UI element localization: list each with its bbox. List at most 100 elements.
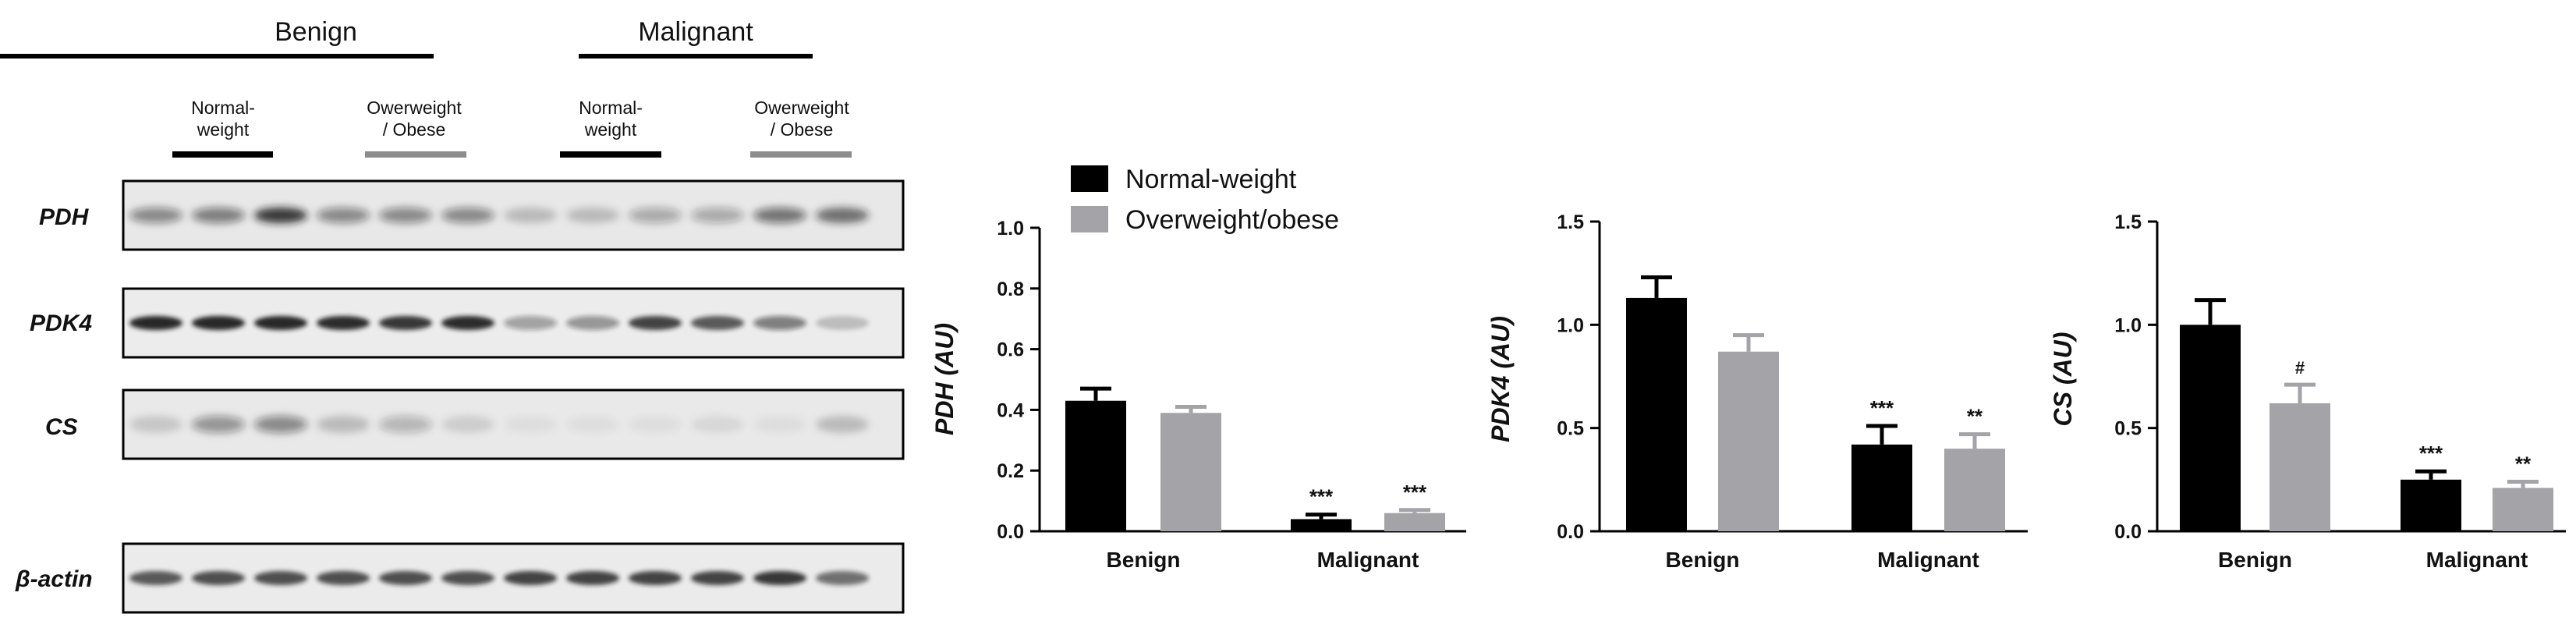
y-tick-label: 1.0 xyxy=(997,218,1024,239)
subgroup-malignant-normal-line2: weight xyxy=(584,119,637,140)
blot-band xyxy=(254,208,307,223)
blot-band xyxy=(816,571,869,585)
charts: 0.0 0.2 0.4 0.6 0.8 1.0 PDH (AU) Benign *** *** Ma… xyxy=(930,211,2566,572)
blot-band xyxy=(317,571,370,585)
blot-band xyxy=(691,571,744,585)
subgroup-malignant-normal-line1: Normal- xyxy=(579,98,643,118)
row-label-pdh: PDH xyxy=(39,204,90,230)
legend-label-overweight-obese: Overweight/obese xyxy=(1125,205,1339,235)
blot-bands xyxy=(129,208,869,585)
y-tick-label: 0.0 xyxy=(2114,521,2142,543)
blot-band xyxy=(254,416,307,433)
significance-marker: ** xyxy=(2515,452,2532,475)
y-tick-label: 1.0 xyxy=(1557,314,1584,336)
blot-band xyxy=(691,208,744,223)
bar-benign-overweight-obese xyxy=(1160,413,1221,531)
blot-band xyxy=(816,416,869,433)
legend-swatch-normal-weight xyxy=(1071,165,1108,192)
significance-marker: *** xyxy=(1403,481,1427,504)
blot-band xyxy=(192,208,245,223)
bar-benign-normal-weight xyxy=(1626,297,1687,531)
row-label-beta-actin: β-actin xyxy=(15,566,93,592)
significance-marker: ** xyxy=(1967,405,1983,428)
subgroup-malignant-obese-line2: / Obese xyxy=(771,119,834,140)
blot-band xyxy=(816,316,869,330)
blot-band xyxy=(566,416,619,433)
blot-band xyxy=(441,571,494,585)
chart-pdh: 0.0 0.2 0.4 0.6 0.8 1.0 PDH (AU) Benign *** *** Ma… xyxy=(930,218,1466,572)
y-axis-label: CS (AU) xyxy=(2049,332,2077,427)
blot-band xyxy=(379,208,432,223)
y-tick-label: 1.0 xyxy=(2114,314,2142,336)
blot-band xyxy=(629,571,682,585)
blot-band xyxy=(379,571,432,585)
y-tick-label: 0.0 xyxy=(997,521,1024,543)
blot-band xyxy=(753,208,806,223)
bar-malignant-normal-weight xyxy=(1851,444,1912,531)
blot-band xyxy=(566,571,619,585)
blot-band xyxy=(317,416,370,433)
blot-band xyxy=(504,208,557,223)
bar-malignant-normal-weight xyxy=(2401,479,2461,531)
y-tick-label: 1.5 xyxy=(2114,211,2142,233)
chart-cs: 0.00.51.01.5CS (AU) #Benign*** **Malignant xyxy=(2049,211,2566,572)
blot-band xyxy=(753,416,806,433)
blot-band xyxy=(441,416,494,433)
blot-band xyxy=(192,316,245,330)
blot-band xyxy=(192,416,245,433)
bar-malignant-overweight-obese xyxy=(1384,513,1445,531)
row-label-cs: CS xyxy=(45,414,78,440)
western-blot-panel: Benign Malignant Normal- weight Owerweig… xyxy=(0,17,905,614)
x-tick-label-malignant: Malignant xyxy=(1877,548,1979,572)
subgroup-malignant-obese-line1: Owerweight xyxy=(754,98,849,118)
legend-swatch-overweight-obese xyxy=(1071,206,1108,232)
y-axis-label: PDH (AU) xyxy=(930,323,958,435)
y-tick-label: 0.5 xyxy=(1557,418,1584,440)
bar-malignant-normal-weight xyxy=(1291,519,1352,531)
blot-band xyxy=(629,416,682,433)
blot-band xyxy=(504,571,557,585)
x-tick-label-benign: Benign xyxy=(1107,548,1181,572)
blot-band xyxy=(504,416,557,433)
blot-band xyxy=(441,316,494,330)
blot-band xyxy=(504,316,557,330)
blot-band xyxy=(129,208,182,223)
group-label-benign: Benign xyxy=(275,17,357,47)
legend: Normal-weight Overweight/obese xyxy=(1071,165,1339,235)
bar-benign-normal-weight xyxy=(2180,325,2241,531)
blot-band xyxy=(566,208,619,223)
blot-band xyxy=(379,416,432,433)
y-tick-label: 0.6 xyxy=(997,339,1024,361)
x-tick-label-benign: Benign xyxy=(2218,548,2292,572)
blot-band xyxy=(629,316,682,330)
blot-band xyxy=(441,208,494,223)
bar-benign-normal-weight xyxy=(1065,400,1126,531)
group-label-malignant: Malignant xyxy=(638,17,753,47)
blot-band xyxy=(129,416,182,433)
blot-band xyxy=(317,208,370,223)
row-label-pdk4: PDK4 xyxy=(30,310,92,336)
y-tick-label: 0.4 xyxy=(997,399,1024,421)
x-tick-label-malignant: Malignant xyxy=(1317,548,1419,572)
subgroup-benign-obese-line2: / Obese xyxy=(383,119,446,140)
bar-benign-overweight-obese xyxy=(1718,351,1779,531)
blot-band xyxy=(254,316,307,330)
blot-band xyxy=(753,316,806,330)
y-tick-label: 1.5 xyxy=(1557,211,1584,233)
blot-band xyxy=(317,316,370,330)
blot-band xyxy=(379,316,432,330)
y-tick-label: 0.0 xyxy=(1557,521,1584,543)
significance-marker: *** xyxy=(2419,442,2443,465)
blot-band xyxy=(816,208,869,223)
y-tick-label: 0.8 xyxy=(997,279,1024,300)
blot-band xyxy=(129,571,182,585)
bar-malignant-overweight-obese xyxy=(1944,449,2005,531)
blot-band xyxy=(691,316,744,330)
x-tick-label-benign: Benign xyxy=(1666,548,1740,572)
y-axis-label: PDK4 (AU) xyxy=(1486,316,1515,442)
x-tick-label-malignant: Malignant xyxy=(2426,548,2528,572)
legend-label-normal-weight: Normal-weight xyxy=(1125,165,1297,194)
significance-marker: # xyxy=(2295,358,2305,378)
